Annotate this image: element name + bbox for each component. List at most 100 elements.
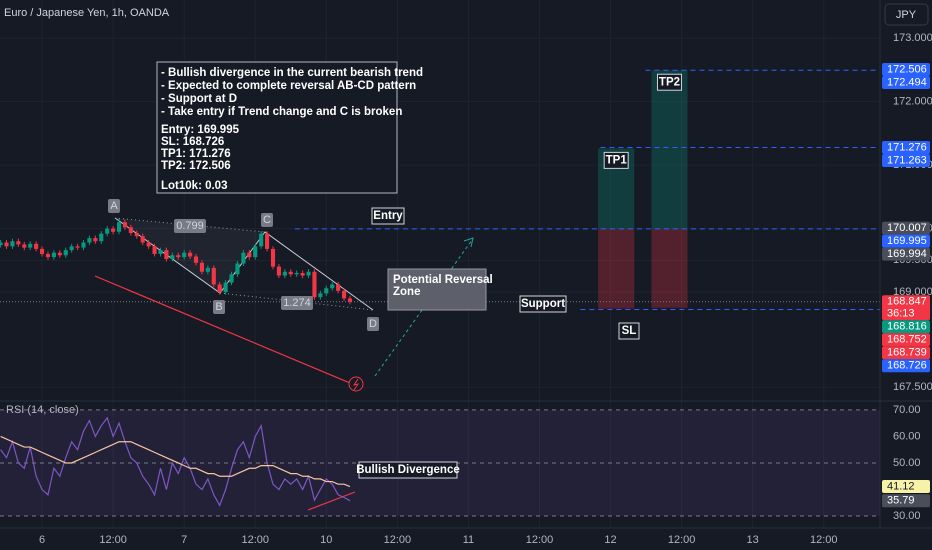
candle-body (152, 246, 157, 254)
price-label: 41.12 (887, 480, 915, 492)
candle-body (75, 246, 80, 248)
candle-body (300, 273, 305, 276)
candle-body (347, 298, 353, 302)
support-label: Support (521, 298, 565, 310)
note-line: - Support at D (161, 93, 237, 105)
candle-body (294, 273, 299, 275)
candle-body (105, 228, 110, 234)
price-label: 171.263 (887, 154, 927, 166)
price-label: 168.739 (887, 347, 927, 359)
candle-body (205, 267, 210, 272)
price-label-box (882, 62, 930, 76)
candle-body (28, 243, 33, 248)
stop-zone (598, 228, 635, 309)
candle-body (318, 293, 323, 298)
note-line: - Bullish divergence in the current bear… (161, 67, 423, 79)
point-box (213, 300, 225, 314)
currency-label[interactable]: JPY (896, 9, 917, 21)
x-tick-label: 11 (463, 534, 474, 546)
x-tick-label: 12:00 (526, 534, 554, 546)
candle-body (247, 252, 252, 258)
currency-button[interactable] (884, 3, 929, 26)
candle-body (158, 250, 163, 254)
candle-body (122, 222, 128, 228)
price-label-box (882, 480, 930, 494)
price-label: 172.494 (887, 76, 927, 88)
candle-body (99, 233, 104, 242)
candle-body (288, 271, 293, 275)
candle-body (199, 262, 205, 272)
point-label: D (369, 318, 377, 330)
price-label-box (882, 359, 930, 373)
price-label: 168.752 (887, 334, 927, 346)
price-label-box (882, 333, 930, 347)
candle-body (16, 241, 21, 245)
x-tick-label: 12 (604, 534, 616, 546)
position-label: TP1 (606, 154, 628, 166)
candle-body (134, 233, 139, 237)
candle-body (241, 252, 246, 264)
event-icon-bolt (352, 378, 360, 391)
candle-body (229, 274, 234, 283)
rsi-title: RSI (14, close) (6, 404, 79, 416)
ratio-label: 1.274 (283, 297, 311, 309)
y-tick-label: 50.00 (893, 457, 921, 469)
point-label: C (263, 214, 271, 226)
point-label: B (215, 301, 222, 313)
rsi-line (0, 416, 351, 507)
x-tick-label: 12:00 (810, 534, 838, 546)
support-box (519, 295, 567, 313)
y-tick-label: 172.000 (893, 95, 932, 107)
candle-body (176, 255, 181, 258)
candle-body (282, 271, 287, 276)
rsi-line (0, 435, 351, 488)
x-tick-label: 13 (747, 534, 759, 546)
candle-body (164, 250, 169, 260)
candle-body (217, 284, 222, 293)
position-box (656, 73, 682, 91)
candle-body (312, 271, 317, 298)
x-tick-label: 10 (320, 534, 332, 546)
sl-box (618, 322, 640, 340)
arrow-head (463, 237, 474, 248)
note-line: TP1: 171.276 (161, 148, 231, 160)
price-label-box (882, 154, 930, 168)
price-label-box (882, 75, 930, 89)
y-tick-label: 169.000 (893, 286, 932, 298)
y-tick-label: 167.500 (893, 381, 932, 393)
position-box (603, 151, 629, 169)
x-tick-label: 12:00 (384, 534, 412, 546)
y-tick-label: 70.00 (893, 404, 921, 416)
candle-body (51, 252, 56, 258)
price-label: 172.506 (887, 63, 927, 75)
candle-body (87, 238, 92, 243)
price-label: 35.79 (887, 495, 915, 507)
price-label-box (882, 221, 930, 235)
zone-label: Potential Reversal (393, 274, 493, 286)
price-label-box (882, 234, 930, 248)
candle-body (10, 241, 15, 247)
candle-body (22, 244, 27, 248)
price-label-box (882, 494, 930, 508)
x-tick-label: 12:00 (99, 534, 127, 546)
ratio-box (281, 296, 313, 310)
note-box (156, 61, 398, 194)
candle-body (0, 242, 3, 246)
x-tick-label: 7 (181, 534, 187, 546)
divergence-label: Bullish Divergence (356, 464, 460, 476)
entry-box (371, 207, 405, 225)
divergence-line (307, 491, 356, 511)
zone-box (387, 268, 487, 311)
candle-body (259, 233, 264, 247)
x-tick-label: 12:00 (668, 534, 696, 546)
note-line: Entry: 169.995 (161, 124, 240, 136)
candle-body (330, 284, 335, 289)
entry-label: Entry (373, 210, 403, 222)
x-tick-label: 12:00 (241, 534, 269, 546)
candle-body (253, 246, 258, 258)
candle-body (116, 222, 122, 232)
candle-body (193, 256, 199, 263)
divergence-box (358, 461, 458, 479)
candle-body (265, 233, 270, 249)
note-line: SL: 168.726 (161, 136, 224, 148)
